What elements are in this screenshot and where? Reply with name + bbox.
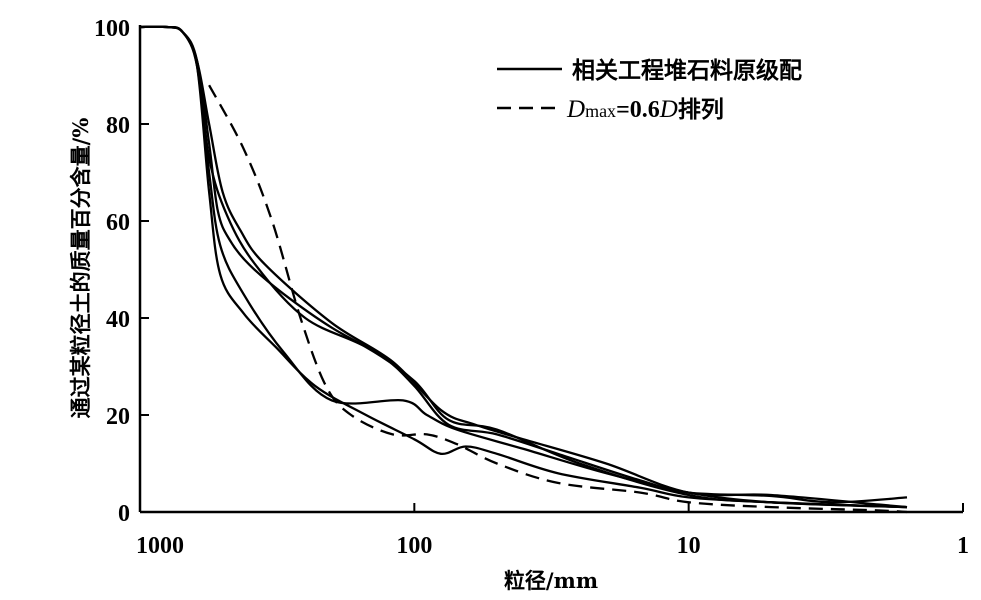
y-tick-label: 60 (106, 210, 130, 236)
y-tick-label: 20 (106, 404, 130, 430)
series-line-original-gradation-5 (139, 25, 908, 509)
legend-equals: =0.6 (616, 97, 660, 123)
x-tick-label: 1000 (136, 533, 184, 559)
x-axis-label: 粒径/mm (504, 568, 598, 593)
x-tick-label: 10 (677, 533, 701, 559)
series-line-original-gradation-2 (139, 25, 908, 509)
legend-item-solid: 相关工程堆石料原级配 (497, 57, 802, 84)
legend-arrangement: 排列 (678, 97, 724, 123)
legend-item-dashed: Dmax=0.6D排列 (497, 96, 724, 123)
legend-label-dashed: Dmax=0.6D排列 (566, 96, 724, 123)
y-tick-label: 80 (106, 113, 130, 139)
series-line-original-gradation-4 (139, 25, 908, 509)
legend: 相关工程堆石料原级配 Dmax=0.6D排列 (497, 57, 802, 123)
y-tick-label: 0 (118, 501, 130, 527)
y-axis-label: 通过某粒径土的质量百分含量/% (68, 118, 93, 419)
legend-d: D (659, 96, 678, 123)
axes (138, 25, 963, 514)
legend-dmax-sub: max (585, 101, 616, 121)
y-tick-label: 100 (94, 16, 130, 42)
legend-dmax-d: D (566, 96, 585, 123)
series-line-dmax-dashed (208, 84, 908, 514)
x-tick-label: 1 (957, 533, 969, 559)
legend-label-solid: 相关工程堆石料原级配 (572, 57, 802, 84)
y-tick-label: 40 (106, 307, 130, 333)
series-line-original-gradation-3 (139, 25, 908, 509)
x-tick-label: 100 (396, 533, 432, 559)
